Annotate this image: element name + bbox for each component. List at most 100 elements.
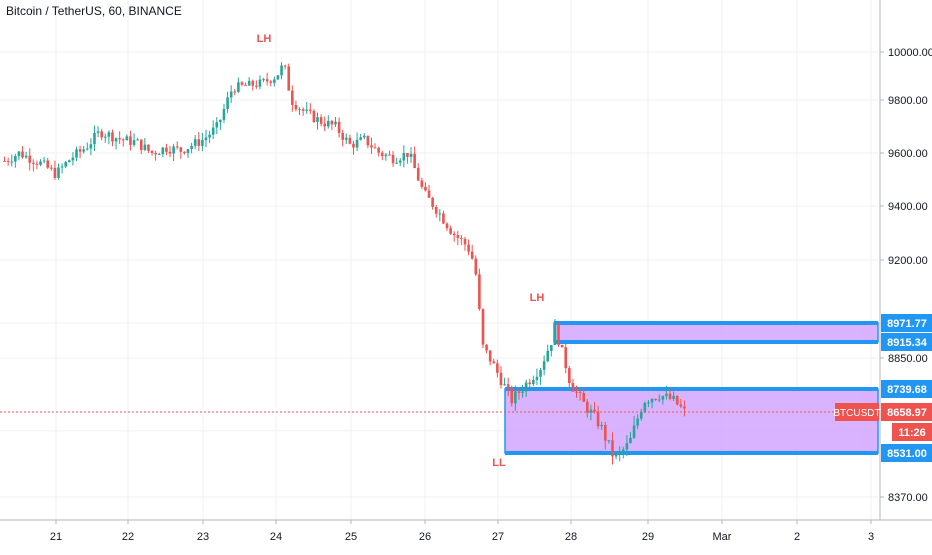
candle-body bbox=[283, 65, 287, 67]
candle-body bbox=[528, 382, 532, 385]
candle-body bbox=[603, 424, 607, 441]
candle-body bbox=[355, 139, 359, 148]
candle-body bbox=[503, 384, 506, 386]
candle-body bbox=[21, 151, 24, 158]
candle-body bbox=[35, 163, 39, 165]
x-tick-label: 2 bbox=[794, 531, 800, 543]
price-marker-badge bbox=[881, 403, 932, 421]
candle-body bbox=[460, 237, 463, 239]
candle-body bbox=[632, 425, 636, 438]
candle-body bbox=[3, 160, 6, 162]
price-marker-label: 8971.77 bbox=[887, 318, 927, 330]
candle-body bbox=[237, 82, 240, 92]
candle-body bbox=[449, 228, 452, 234]
price-marker-badge bbox=[881, 380, 932, 398]
candle-body bbox=[60, 166, 64, 168]
candle-body bbox=[132, 140, 136, 145]
candle-body bbox=[589, 409, 593, 413]
candle-body bbox=[654, 399, 657, 401]
candle-body bbox=[93, 132, 96, 145]
y-tick-label: 9400.00 bbox=[888, 201, 928, 213]
price-marker-badge bbox=[881, 333, 932, 351]
candle-body bbox=[150, 150, 154, 153]
candle-body bbox=[75, 149, 78, 158]
candle-body bbox=[424, 186, 427, 191]
countdown-badge bbox=[892, 423, 932, 441]
x-tick-label: 23 bbox=[197, 531, 209, 543]
candle-body bbox=[111, 132, 114, 142]
price-marker-badge bbox=[881, 314, 932, 332]
candle-body bbox=[621, 449, 625, 452]
candle-body bbox=[258, 79, 262, 87]
candle-body bbox=[672, 395, 675, 399]
candle-body bbox=[607, 440, 611, 442]
candle-body bbox=[499, 372, 503, 386]
candle-body bbox=[442, 213, 445, 224]
candle-body bbox=[438, 213, 442, 215]
candle-body bbox=[64, 162, 68, 167]
candle-body bbox=[398, 160, 402, 163]
candle-body bbox=[366, 135, 370, 146]
candle-body bbox=[575, 391, 578, 393]
candle-body bbox=[14, 156, 17, 162]
x-tick-label: 29 bbox=[642, 531, 654, 543]
candle-body bbox=[611, 440, 614, 457]
candle-body bbox=[89, 144, 93, 149]
candle-body bbox=[568, 368, 571, 384]
candle-body bbox=[542, 361, 546, 370]
candle-body bbox=[125, 136, 129, 141]
candle-body bbox=[661, 396, 665, 400]
candle-body bbox=[50, 167, 53, 169]
candle-body bbox=[208, 134, 211, 138]
candle-body bbox=[614, 454, 618, 457]
candle-body bbox=[186, 149, 190, 154]
candle-body bbox=[190, 145, 193, 150]
candle-body bbox=[327, 120, 330, 127]
candle-body bbox=[291, 90, 294, 105]
candle-body bbox=[319, 117, 323, 124]
candle-body bbox=[78, 149, 82, 152]
candle-body bbox=[679, 404, 683, 407]
candle-body bbox=[154, 152, 157, 155]
candle-body bbox=[276, 75, 280, 80]
candle-body bbox=[294, 104, 298, 110]
candle-body bbox=[643, 402, 647, 412]
candle-body bbox=[456, 235, 460, 238]
candle-body bbox=[265, 79, 269, 82]
candle-body bbox=[287, 66, 291, 91]
price-marker-label: 8658.97 bbox=[887, 407, 927, 419]
candle-body bbox=[665, 393, 668, 397]
candle-body bbox=[413, 153, 416, 169]
candle-body bbox=[380, 152, 384, 157]
candle-body bbox=[532, 379, 535, 385]
candle-body bbox=[168, 151, 172, 154]
candle-body bbox=[463, 238, 467, 245]
candle-body bbox=[481, 309, 485, 345]
candle-body bbox=[434, 206, 438, 214]
price-marker-label: 8531.00 bbox=[887, 448, 927, 460]
candle-body bbox=[6, 161, 10, 163]
candle-body bbox=[420, 180, 424, 187]
candle-body bbox=[172, 146, 175, 154]
candle-body bbox=[96, 131, 100, 133]
candle-body bbox=[161, 147, 165, 155]
candle-body bbox=[492, 361, 496, 364]
candle-body bbox=[510, 388, 514, 404]
candle-body bbox=[474, 258, 478, 275]
candle-body bbox=[452, 233, 456, 236]
candle-body bbox=[625, 443, 629, 450]
candle-body bbox=[550, 345, 553, 351]
candle-body bbox=[244, 84, 247, 86]
candle-body bbox=[323, 123, 327, 127]
candle-body bbox=[28, 155, 32, 163]
candle-body bbox=[521, 391, 524, 393]
candle-body bbox=[402, 152, 406, 161]
zone-box bbox=[504, 388, 879, 454]
candle-body bbox=[636, 418, 639, 426]
candle-body bbox=[535, 376, 539, 380]
candle-body bbox=[377, 147, 380, 153]
candle-body bbox=[179, 147, 183, 152]
candle-body bbox=[305, 109, 309, 111]
candle-body bbox=[629, 437, 632, 444]
